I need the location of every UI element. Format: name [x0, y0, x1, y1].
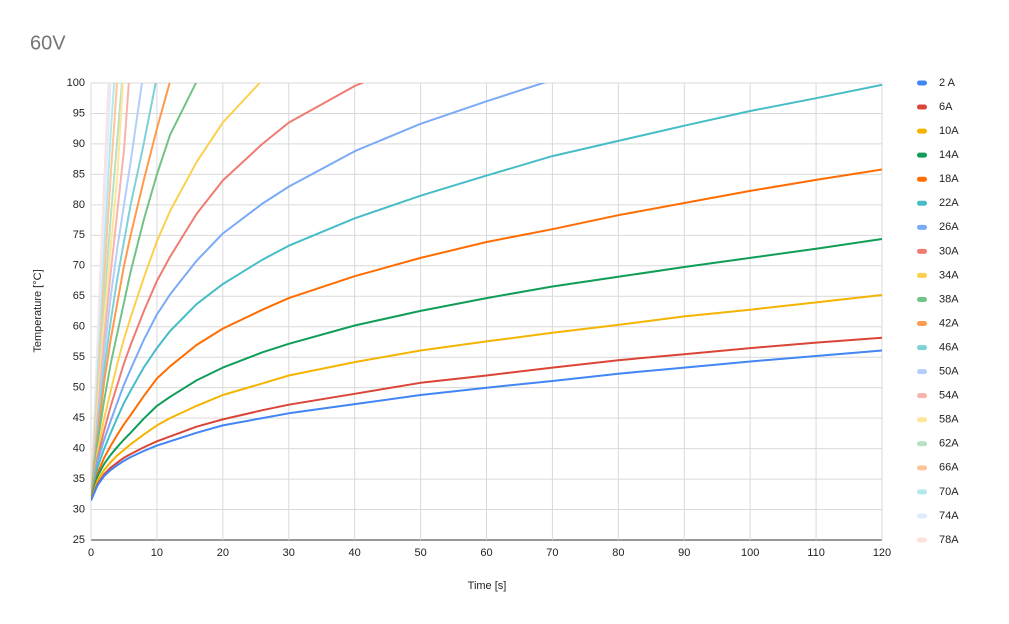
y-tick-label: 45: [73, 412, 85, 424]
y-tick-label: 50: [73, 382, 85, 394]
legend-swatch: [917, 513, 927, 519]
legend-swatch: [917, 465, 927, 471]
y-tick-label: 70: [73, 260, 85, 272]
legend-swatch: [917, 537, 927, 543]
legend-swatch: [917, 128, 927, 134]
legend-label: 38A: [939, 293, 959, 305]
legend-label: 18A: [939, 173, 959, 185]
legend-label: 78A: [939, 534, 959, 546]
series-line: [91, 168, 882, 501]
x-tick-label: 120: [873, 547, 891, 559]
series-line: [91, 83, 365, 501]
legend-swatch: [917, 248, 927, 254]
legend-swatch: [917, 489, 927, 495]
x-tick-label: 60: [480, 547, 492, 559]
legend-swatch: [917, 369, 927, 375]
series-line: [91, 83, 261, 501]
grid: 25 30 35 40 45 50 55 60 65 70 75 80 85 90 95 100 0 10 20 30…: [67, 77, 892, 559]
legend-swatch: [917, 393, 927, 399]
plot-area: [91, 83, 882, 501]
legend-label: 22A: [939, 197, 959, 209]
legend-label: 30A: [939, 245, 959, 257]
x-tick-label: 0: [88, 547, 94, 559]
legend: 2 A 6A 10A 14A 18A 22A 26A 30A 34A 38A 42A 46A 50A 54…: [917, 77, 959, 546]
x-tick-label: 50: [414, 547, 426, 559]
series-line: [91, 83, 171, 501]
legend-label: 62A: [939, 438, 959, 450]
legend-label: 14A: [939, 149, 959, 161]
x-tick-label: 110: [807, 547, 825, 559]
y-tick-label: 80: [73, 199, 85, 211]
legend-label: 50A: [939, 366, 959, 378]
y-tick-label: 90: [73, 138, 85, 150]
y-tick-label: 75: [73, 229, 85, 241]
legend-swatch: [917, 272, 927, 278]
legend-label: 74A: [939, 510, 959, 522]
series-line: [91, 336, 882, 501]
legend-label: 2 A: [939, 77, 956, 89]
y-tick-label: 60: [73, 321, 85, 333]
y-tick-label: 85: [73, 168, 85, 180]
y-tick-label: 55: [73, 351, 85, 363]
series-line: [91, 83, 882, 501]
legend-label: 46A: [939, 341, 959, 353]
legend-label: 34A: [939, 269, 959, 281]
legend-swatch: [917, 80, 927, 86]
legend-swatch: [917, 176, 927, 182]
legend-label: 26A: [939, 221, 959, 233]
x-tick-label: 10: [151, 547, 163, 559]
legend-label: 10A: [939, 125, 959, 137]
series-line: [91, 294, 882, 501]
chart-title: 60V: [30, 32, 66, 54]
x-tick-label: 40: [349, 547, 361, 559]
x-tick-label: 100: [741, 547, 759, 559]
x-tick-label: 70: [546, 547, 558, 559]
y-tick-label: 65: [73, 290, 85, 302]
y-tick-label: 95: [73, 107, 85, 119]
legend-swatch: [917, 417, 927, 423]
x-tick-label: 30: [283, 547, 295, 559]
legend-label: 66A: [939, 462, 959, 474]
x-axis-title: Time [s]: [468, 580, 507, 592]
series-line: [91, 83, 547, 501]
legend-label: 58A: [939, 414, 959, 426]
legend-swatch: [917, 104, 927, 110]
x-tick-label: 90: [678, 547, 690, 559]
legend-swatch: [917, 296, 927, 302]
y-tick-label: 40: [73, 443, 85, 455]
legend-swatch: [917, 200, 927, 206]
y-tick-label: 25: [73, 534, 85, 546]
legend-swatch: [917, 152, 927, 158]
series-line: [91, 238, 882, 501]
legend-swatch: [917, 321, 927, 327]
legend-label: 54A: [939, 390, 959, 402]
y-axis-title: Temperature [°C]: [32, 269, 44, 352]
legend-swatch: [917, 224, 927, 230]
y-tick-label: 30: [73, 503, 85, 515]
x-tick-label: 20: [217, 547, 229, 559]
legend-label: 6A: [939, 101, 953, 113]
legend-label: 70A: [939, 486, 959, 498]
series-line: [91, 349, 882, 501]
legend-swatch: [917, 441, 927, 447]
x-tick-label: 80: [612, 547, 624, 559]
legend-swatch: [917, 345, 927, 351]
series-line: [91, 83, 198, 501]
y-tick-label: 100: [67, 77, 85, 89]
y-tick-label: 35: [73, 473, 85, 485]
legend-label: 42A: [939, 317, 959, 329]
